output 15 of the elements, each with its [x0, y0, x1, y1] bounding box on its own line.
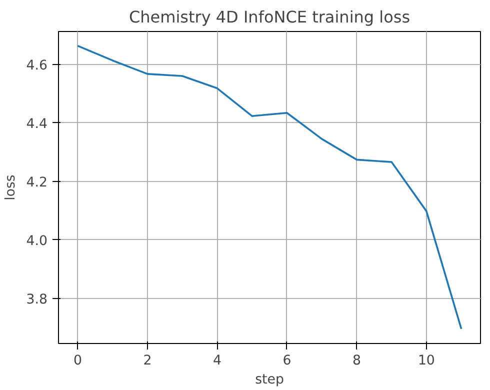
- chart-title: Chemistry 4D InfoNCE training loss: [128, 8, 410, 26]
- x-tick-label: 8: [352, 354, 361, 368]
- y-tick-label: 3.8: [26, 292, 48, 308]
- y-tick-label: 4.4: [26, 116, 48, 132]
- x-axis-title: step: [255, 372, 284, 388]
- x-tick-label: 2: [143, 354, 152, 368]
- y-axis-title: loss: [3, 174, 18, 200]
- x-tick-label: 10: [418, 354, 435, 368]
- x-tick-label: 6: [282, 354, 292, 368]
- y-tick-label: 4.0: [26, 234, 48, 249]
- x-tick-label: 0: [73, 354, 82, 368]
- y-tick-label: 4.2: [26, 175, 48, 190]
- x-tick-label: 4: [212, 354, 222, 368]
- line-series: [76, 44, 462, 330]
- y-tick-label: 4.6: [26, 58, 48, 74]
